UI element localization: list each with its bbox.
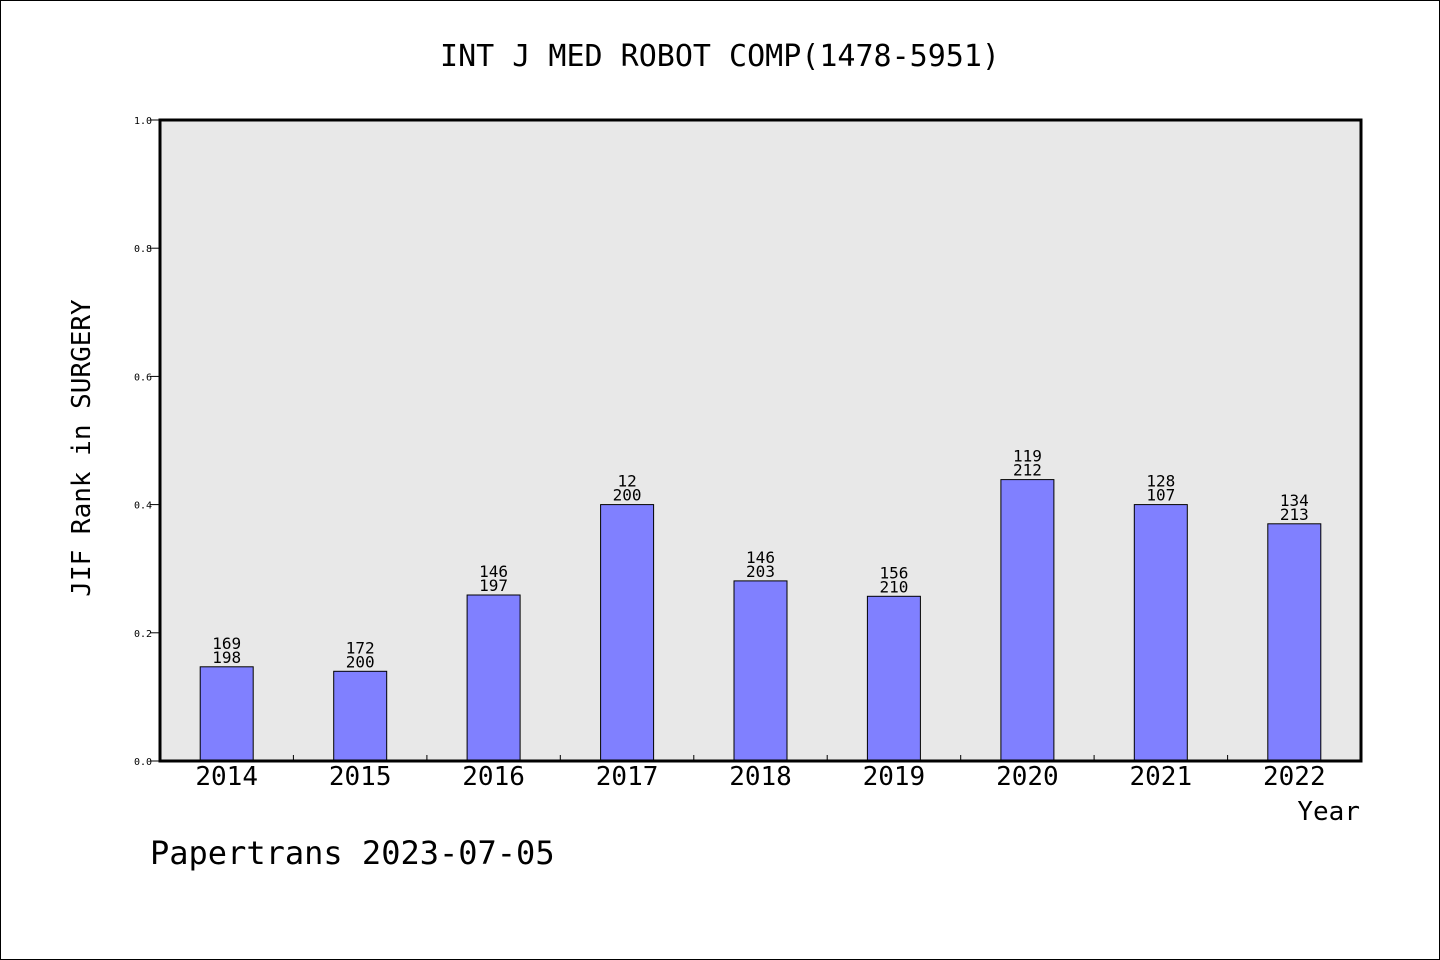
- x-tick-label-2019: 2019: [863, 762, 926, 792]
- bar-label-bottom-2018: 203: [746, 562, 775, 581]
- bar-2019: [866, 595, 921, 762]
- chart-title: INT J MED ROBOT COMP(1478-5951): [440, 39, 1000, 74]
- bar-label-top-2016: 146: [479, 562, 508, 581]
- x-tick-label-2020: 2020: [996, 762, 1059, 792]
- bar-label-top-2019: 156: [879, 563, 908, 582]
- bar-label-bottom-2022: 213: [1280, 505, 1309, 524]
- bar-2015: [333, 670, 388, 762]
- bar-label-top-2017: 12: [617, 472, 636, 491]
- bar-label-bottom-2014: 198: [212, 648, 241, 667]
- bar-2020: [1000, 479, 1055, 762]
- y-tick-label-0.8: 0.8: [134, 244, 152, 255]
- x-tick-label-2022: 2022: [1263, 762, 1326, 792]
- x-axis: 2014 2015 2016 2017 2018 2019 2020 2021 2022: [195, 755, 1326, 792]
- bar-2014: [199, 666, 254, 762]
- y-tick-label-0.2: 0.2: [134, 629, 152, 640]
- bar-label-top-2020: 119: [1013, 447, 1042, 466]
- y-tick-label-0.0: 0.0: [134, 757, 152, 768]
- bar-label-bottom-2021: 107: [1146, 486, 1175, 505]
- y-tick-label-0.4: 0.4: [134, 501, 152, 512]
- x-tick-label-2018: 2018: [729, 762, 792, 792]
- x-tick-label-2021: 2021: [1129, 762, 1192, 792]
- x-tick-label-2014: 2014: [195, 762, 258, 792]
- bars-group: [199, 479, 1322, 762]
- bar-2021: [1133, 504, 1188, 762]
- bar-2018: [733, 580, 788, 762]
- x-axis-label: Year: [1297, 797, 1360, 827]
- x-tick-label-2015: 2015: [329, 762, 392, 792]
- bar-label-top-2014: 169: [212, 634, 241, 653]
- bar-label-bottom-2015: 200: [346, 652, 375, 671]
- y-tick-label-0.6: 0.6: [134, 372, 152, 383]
- bar-label-bottom-2019: 210: [879, 577, 908, 596]
- bar-2016: [466, 594, 521, 762]
- footer-credit: Papertrans 2023-07-05: [150, 834, 555, 872]
- y-tick-label-1.0: 1.0: [134, 116, 152, 127]
- bar-label-bottom-2020: 212: [1013, 461, 1042, 480]
- plot-border: [158, 118, 1363, 763]
- bar-label-bottom-2016: 197: [479, 576, 508, 595]
- y-axis-label: JIF Rank in SURGERY: [67, 299, 97, 597]
- x-tick-label-2017: 2017: [596, 762, 659, 792]
- bar-label-top-2022: 134: [1280, 491, 1309, 510]
- bar-label-top-2015: 172: [346, 638, 375, 657]
- bar-2017: [600, 504, 655, 762]
- bar-label-bottom-2017: 200: [613, 486, 642, 505]
- bar-2022: [1267, 523, 1322, 762]
- bar-label-top-2021: 128: [1146, 472, 1175, 491]
- x-tick-label-2016: 2016: [462, 762, 525, 792]
- y-axis: 0.0 0.2 0.4 0.6 0.8 1.0: [134, 116, 160, 768]
- bar-label-top-2018: 146: [746, 548, 775, 567]
